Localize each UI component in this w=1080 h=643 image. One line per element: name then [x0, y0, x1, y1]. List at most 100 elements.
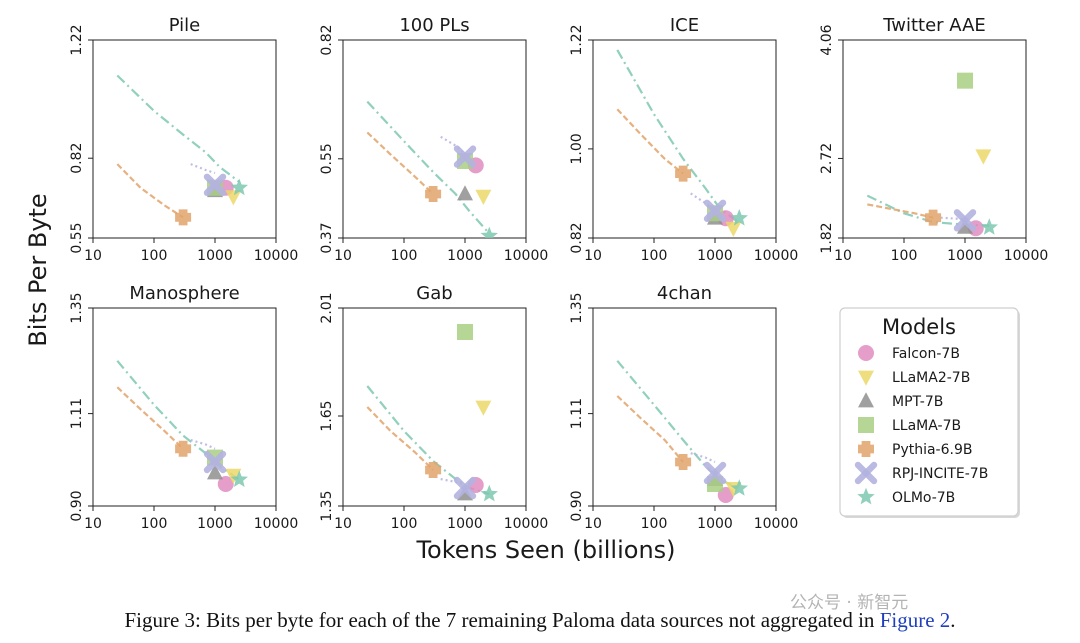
point-llama2-7b: [475, 189, 492, 205]
curve-pythia-6.9b: [116, 386, 184, 450]
subplot-gab: Gab 10 100 1000 10000 1.35 1.65 2.01: [319, 283, 548, 532]
caption-end: .: [950, 608, 956, 632]
plot-area: [866, 72, 998, 237]
x-tick-label: 1000: [197, 516, 233, 532]
x-tick-label: 10: [84, 516, 102, 532]
y-tick-label: 0.90: [569, 490, 585, 521]
curve-olmo-7b: [366, 100, 491, 235]
x-tick-label: 1000: [947, 248, 983, 264]
legend-item-olmo-7b: OLMo-7B: [857, 487, 955, 506]
subplot-title: Gab: [416, 283, 452, 304]
x-tick-label: 10000: [254, 516, 299, 532]
curve-pythia-6.9b: [366, 406, 434, 471]
subplot-title: Twitter AAE: [882, 15, 986, 36]
legend-box: [839, 307, 1019, 517]
legend-marker-olmo-7b: [857, 487, 875, 505]
legend-marker-rpj-incite-7b: [854, 461, 878, 485]
subplot-pile: Pile 10 100 1000 10000 0.55 0.82 1.22: [69, 15, 298, 264]
point-mpt-7b: [957, 218, 973, 234]
legend-label: LLaMA-7B: [892, 418, 961, 434]
legend-marker-pythia-6.9b: [858, 441, 874, 457]
point-pythia-6.9b: [675, 165, 692, 182]
x-tick-label: 1000: [197, 248, 233, 264]
caption-text: Figure 3: Bits per byte for each of the …: [124, 608, 880, 632]
x-tick-label: 1000: [447, 248, 483, 264]
y-tick-label: 1.00: [569, 133, 585, 164]
x-tick-label: 100: [891, 248, 918, 264]
subplot-4chan: 4chan 10 100 1000 10000 0.90 1.11 1.35: [569, 283, 798, 532]
point-pythia-6.9b: [925, 209, 942, 226]
curve-pythia-6.9b: [616, 108, 684, 175]
x-tick-label: 10: [84, 248, 102, 264]
point-olmo-7b: [730, 479, 748, 496]
point-llama-7b: [957, 72, 973, 89]
legend-item-mpt-7b: MPT-7B: [858, 392, 943, 410]
legend-marker-llama2-7b: [858, 370, 874, 386]
figure-caption: Figure 3: Bits per byte for each of the …: [0, 600, 1080, 640]
x-tick-label: 1000: [697, 516, 733, 532]
legend-label: Falcon-7B: [892, 346, 960, 362]
legend-item-llama-7b: LLaMA-7B: [858, 417, 961, 434]
legend-item-falcon-7b: Falcon-7B: [858, 345, 960, 362]
point-pythia-6.9b: [425, 186, 442, 203]
point-rpj-incite-7b: [703, 461, 727, 485]
y-tick-label: 1.22: [569, 24, 585, 55]
y-tick-label: 1.35: [69, 292, 85, 323]
y-tick-label: 1.65: [319, 400, 335, 431]
point-olmo-7b: [980, 218, 998, 235]
y-tick-label: 2.72: [819, 143, 835, 174]
legend-label: MPT-7B: [892, 394, 943, 410]
x-tick-label: 10000: [754, 516, 799, 532]
y-tick-label: 0.82: [569, 222, 585, 253]
y-tick-label: 0.55: [69, 222, 85, 253]
point-llama2-7b: [225, 468, 242, 484]
x-tick-label: 1000: [697, 248, 733, 264]
plot-area: [366, 100, 498, 238]
legend-item-rpj-incite-7b: RPJ-INCITE-7B: [854, 461, 988, 485]
subplot-manosphere: Manosphere 10 100 1000 10000 0.90 1.11 1.35: [69, 283, 298, 532]
plot-frame: [92, 39, 277, 239]
legend-label: LLaMA2-7B: [892, 370, 970, 386]
plot-area: [616, 360, 748, 503]
plot-frame: [842, 39, 1027, 239]
x-tick-label: 10: [584, 516, 602, 532]
y-tick-label: 1.35: [569, 292, 585, 323]
x-tick-label: 10000: [1004, 248, 1049, 264]
legend-marker-falcon-7b: [858, 345, 874, 361]
point-rpj-incite-7b: [453, 476, 477, 500]
point-rpj-incite-7b: [703, 199, 727, 222]
x-tick-label: 100: [391, 516, 418, 532]
y-tick-label: 0.90: [69, 490, 85, 521]
x-tick-label: 10000: [504, 516, 549, 532]
y-tick-label: 1.11: [69, 398, 85, 429]
legend: Models Falcon-7B LLaMA2-7B MPT-7B LLaMA-7B Py…: [839, 307, 1020, 518]
figure-canvas: Bits Per Byte Tokens Seen (billions) Pil…: [24, 15, 1049, 564]
y-tick-label: 1.22: [69, 24, 85, 55]
curve-rpj-incite-7b: [190, 438, 216, 450]
subplot-title: Pile: [169, 15, 201, 36]
point-falcon-7b: [217, 476, 234, 492]
y-tick-label: 1.82: [819, 222, 835, 253]
x-tick-label: 10: [584, 248, 602, 264]
legend-marker-llama-7b: [858, 417, 874, 433]
point-pythia-6.9b: [175, 440, 192, 457]
curve-pythia-6.9b: [867, 203, 934, 219]
plot-frame: [592, 307, 777, 507]
legend-item-pythia-6.9b: Pythia-6.9B: [858, 441, 972, 458]
point-llama2-7b: [975, 149, 992, 165]
y-tick-label: 4.06: [819, 24, 835, 55]
x-tick-label: 100: [641, 516, 668, 532]
x-tick-label: 100: [141, 516, 168, 532]
y-tick-label: 0.55: [319, 143, 335, 174]
point-pythia-6.9b: [675, 454, 692, 470]
subplot-ice: ICE 10 100 1000 10000 0.82 1.00 1.22: [569, 15, 798, 264]
figure-2-link[interactable]: Figure 2: [879, 608, 951, 632]
x-tick-label: 100: [141, 248, 168, 264]
y-axis-label: Bits Per Byte: [24, 193, 52, 346]
curve-pythia-6.9b: [366, 131, 434, 195]
point-mpt-7b: [457, 185, 473, 201]
point-rpj-incite-7b: [953, 209, 977, 232]
subplot-title: Manosphere: [129, 283, 239, 304]
legend-title: Models: [882, 315, 956, 339]
point-olmo-7b: [480, 226, 498, 238]
